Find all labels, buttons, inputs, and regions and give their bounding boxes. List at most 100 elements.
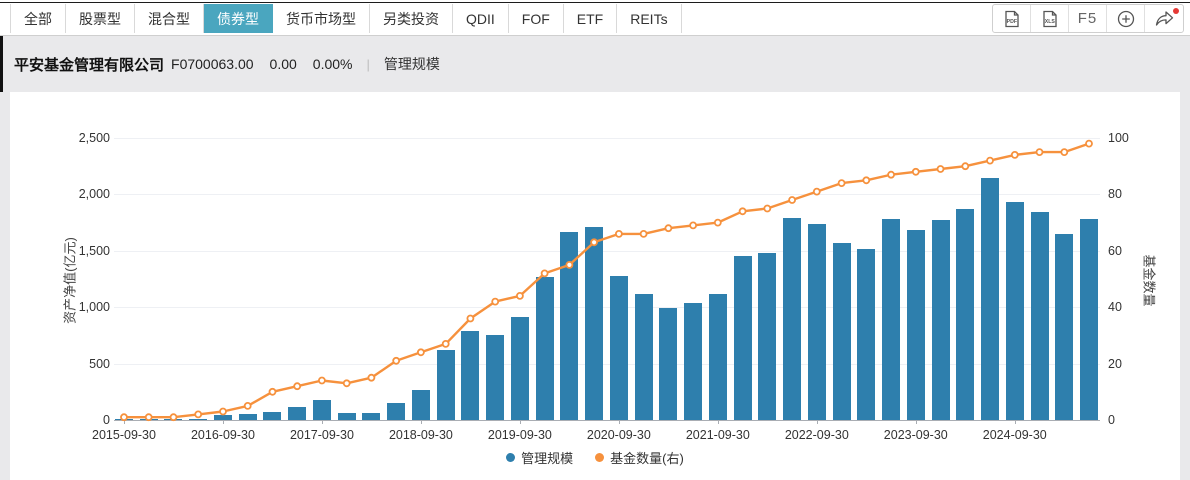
legend-item-管理规模[interactable]: 管理规模	[506, 448, 573, 467]
line-marker-2016-09-30[interactable]	[219, 407, 227, 416]
line-marker-2023-03-31[interactable]	[862, 176, 871, 185]
line-marker-2022-09-30[interactable]	[812, 187, 821, 196]
bar-2016-12-31[interactable]	[238, 413, 257, 420]
bar-2018-03-31[interactable]	[362, 413, 381, 420]
bar-2016-06-30[interactable]	[189, 418, 208, 420]
line-marker-2020-09-30[interactable]	[615, 229, 623, 238]
line-marker-2023-12-31[interactable]	[936, 165, 945, 173]
line-marker-2024-09-30[interactable]	[1010, 151, 1019, 159]
line-marker-2023-06-30[interactable]	[887, 170, 895, 179]
bar-2021-12-31[interactable]	[733, 255, 752, 420]
line-marker-2023-09-30[interactable]	[911, 167, 920, 176]
line-marker-2020-06-30[interactable]	[590, 238, 598, 247]
share-button[interactable]	[1145, 5, 1183, 32]
export-xls-button[interactable]: XLS	[1031, 5, 1069, 32]
bar-2022-03-31[interactable]	[758, 253, 777, 420]
bar-2016-09-30[interactable]	[213, 415, 232, 420]
line-marker-2021-12-31[interactable]	[738, 207, 747, 216]
bar-2017-03-31[interactable]	[263, 412, 282, 420]
line-marker-2017-03-31[interactable]	[268, 387, 277, 396]
bar-2024-06-30[interactable]	[981, 178, 1000, 420]
line-marker-2024-06-30[interactable]	[986, 156, 994, 165]
bar-2022-09-30[interactable]	[807, 224, 826, 420]
tab-qdii[interactable]: QDII	[453, 4, 509, 33]
bar-2024-03-31[interactable]	[956, 208, 975, 420]
bar-2017-12-31[interactable]	[337, 413, 356, 420]
line-marker-2016-12-31[interactable]	[243, 401, 252, 410]
line-marker-2022-03-31[interactable]	[763, 204, 772, 213]
tab-alternative[interactable]: 另类投资	[370, 4, 453, 33]
x-tick-mark	[816, 420, 818, 424]
line-marker-2018-12-31[interactable]	[441, 339, 450, 348]
line-marker-2015-09-30[interactable]	[120, 413, 128, 422]
tab-all[interactable]: 全部	[10, 4, 66, 33]
bar-2020-03-31[interactable]	[560, 231, 579, 420]
line-marker-2017-09-30[interactable]	[317, 376, 326, 385]
bar-2023-12-31[interactable]	[931, 219, 950, 420]
tab-hybrid[interactable]: 混合型	[135, 4, 204, 33]
bar-2023-03-31[interactable]	[857, 249, 876, 420]
bar-2020-06-30[interactable]	[585, 227, 604, 420]
bar-2022-12-31[interactable]	[832, 243, 851, 420]
line-marker-2016-03-31[interactable]	[169, 413, 178, 422]
bar-2020-09-30[interactable]	[609, 276, 628, 420]
tab-fof[interactable]: FOF	[508, 4, 564, 33]
x-axis-tick-label: 2022-09-30	[784, 428, 849, 442]
bar-2019-09-30[interactable]	[510, 316, 529, 420]
bar-2025-06-30[interactable]	[1080, 218, 1098, 420]
bar-2017-06-30[interactable]	[288, 407, 307, 420]
refresh-f5-button[interactable]: F5	[1069, 5, 1107, 32]
bar-2020-12-31[interactable]	[634, 294, 653, 420]
legend-item-基金数量(右)[interactable]: 基金数量(右)	[595, 448, 684, 467]
bar-2021-06-30[interactable]	[684, 302, 703, 420]
bar-2023-06-30[interactable]	[882, 219, 901, 420]
bar-2024-12-31[interactable]	[1030, 211, 1049, 420]
bar-2017-09-30[interactable]	[312, 400, 331, 420]
tab-bond[interactable]: 债券型	[204, 4, 273, 33]
line-marker-2017-12-31[interactable]	[342, 379, 351, 388]
tab-stock[interactable]: 股票型	[66, 4, 135, 33]
tab-money-market[interactable]: 货币市场型	[273, 4, 370, 33]
bar-2019-12-31[interactable]	[535, 276, 554, 420]
bar-2021-03-31[interactable]	[659, 308, 678, 420]
line-marker-2016-06-30[interactable]	[194, 410, 203, 419]
bar-2024-09-30[interactable]	[1005, 201, 1024, 420]
line-marker-2019-12-31[interactable]	[540, 269, 549, 278]
tab-reits[interactable]: REITs	[617, 4, 682, 33]
line-marker-2019-06-30[interactable]	[491, 297, 500, 306]
line-marker-2024-12-31[interactable]	[1035, 148, 1044, 156]
line-marker-2019-03-31[interactable]	[466, 314, 475, 323]
bar-2018-09-30[interactable]	[411, 389, 430, 420]
header-divider: |	[366, 56, 370, 72]
line-marker-2018-03-31[interactable]	[367, 373, 376, 382]
export-pdf-button[interactable]: PDF	[993, 5, 1031, 32]
line-marker-2019-09-30[interactable]	[515, 291, 524, 300]
toolbar: PDF XLS F5	[992, 4, 1184, 33]
bar-2019-03-31[interactable]	[461, 330, 480, 420]
line-marker-2017-06-30[interactable]	[293, 382, 302, 391]
line-marker-2018-06-30[interactable]	[392, 356, 401, 365]
line-marker-2020-03-31[interactable]	[565, 260, 574, 269]
bar-2025-03-31[interactable]	[1055, 233, 1074, 420]
bar-2018-12-31[interactable]	[436, 349, 455, 420]
line-marker-2021-03-31[interactable]	[664, 224, 673, 233]
bar-2023-09-30[interactable]	[906, 230, 925, 420]
line-marker-2024-03-31[interactable]	[961, 162, 970, 171]
line-marker-2022-12-31[interactable]	[837, 179, 846, 187]
line-marker-2025-06-30[interactable]	[1085, 139, 1093, 148]
line-marker-2015-12-31[interactable]	[144, 413, 153, 422]
tab-etf[interactable]: ETF	[563, 4, 618, 33]
bar-2022-06-30[interactable]	[783, 218, 802, 420]
line-marker-2020-12-31[interactable]	[639, 229, 648, 238]
line-marker-2021-09-30[interactable]	[713, 218, 722, 227]
line-marker-2022-06-30[interactable]	[788, 196, 796, 204]
line-marker-2018-09-30[interactable]	[416, 348, 425, 357]
line-marker-2025-03-31[interactable]	[1060, 148, 1069, 156]
bar-2021-09-30[interactable]	[708, 293, 727, 420]
bar-2019-06-30[interactable]	[486, 335, 505, 420]
line-marker-2021-06-30[interactable]	[689, 221, 697, 230]
add-button[interactable]	[1107, 5, 1145, 32]
bar-2018-06-30[interactable]	[387, 403, 406, 420]
change-value: 0.00	[269, 56, 297, 72]
legend-dot	[595, 453, 605, 462]
